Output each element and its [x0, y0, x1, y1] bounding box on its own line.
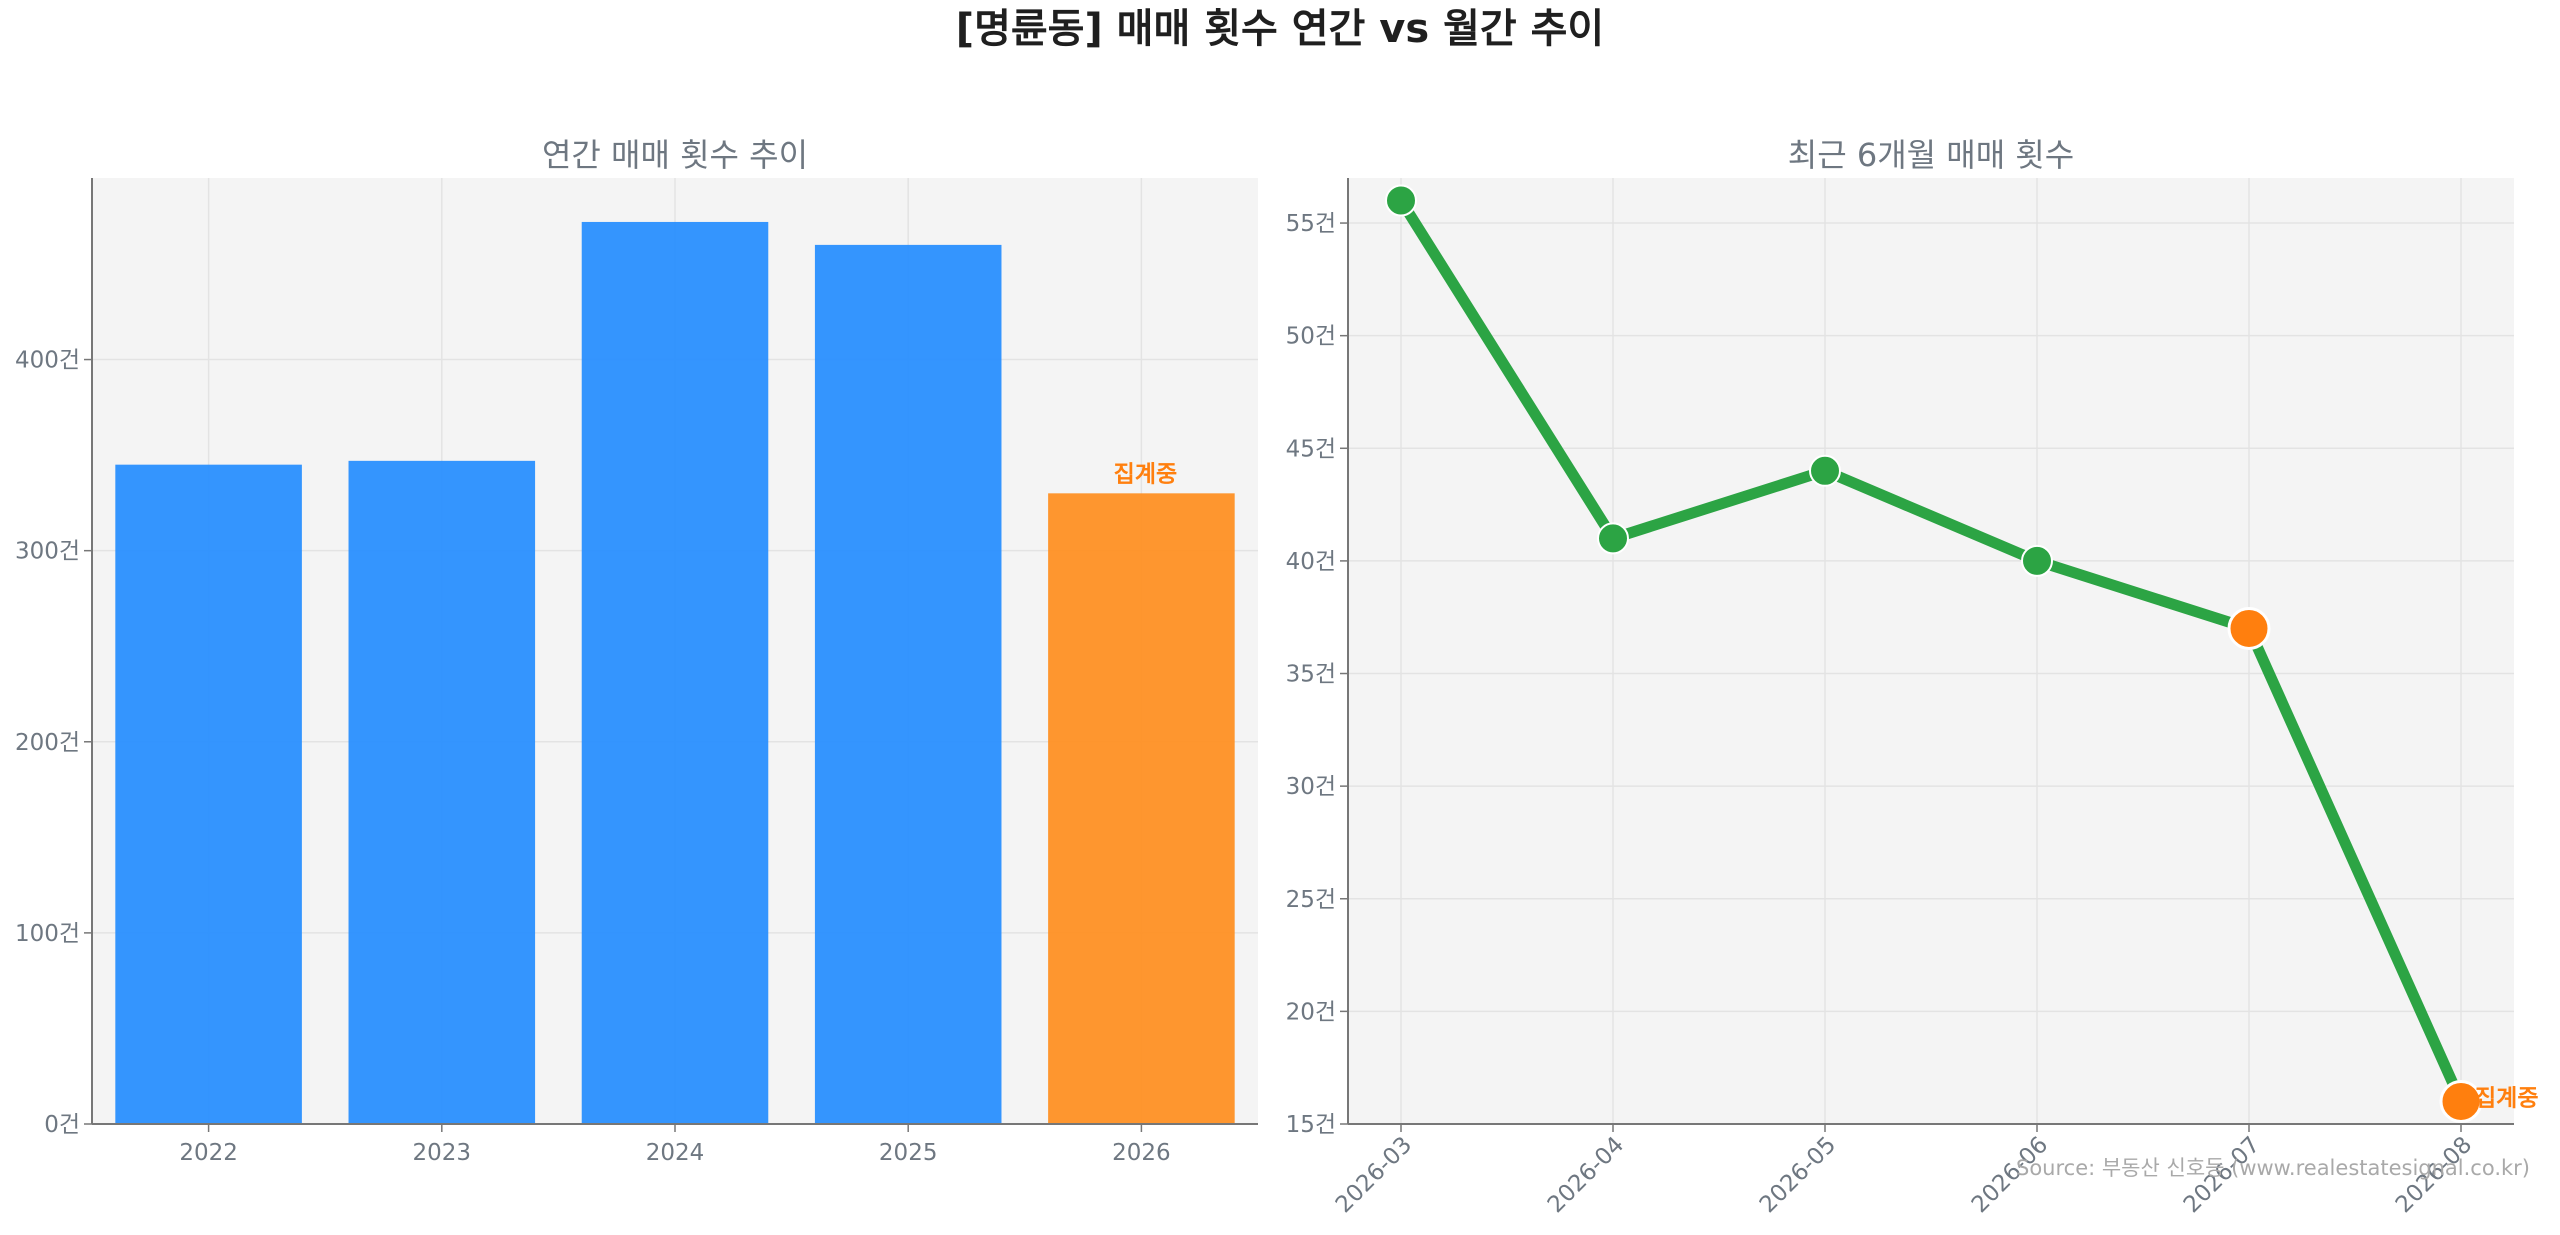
line-point — [2021, 544, 2053, 577]
figure-title: [명륜동] 매매 횟수 연간 vs 월간 추이 — [956, 6, 1604, 52]
bar-x-tick-label: 2025 — [879, 1140, 938, 1166]
line-y-tick-label: 25건 — [1286, 887, 1336, 913]
line-y-tick-label: 15건 — [1286, 1112, 1336, 1138]
line-x-tick-label: 2026-04 — [1543, 1132, 1629, 1218]
bar-y-tick-label: 200건 — [15, 730, 80, 756]
bar-2022 — [115, 464, 302, 1125]
line-x-tick-label: 2026-05 — [1755, 1132, 1841, 1218]
monthly-sales-line — [1395, 195, 2467, 1107]
line-point-highlight — [2439, 1079, 2483, 1123]
line-y-tick-label: 45건 — [1286, 436, 1336, 462]
bar-x-tick-label: 2026 — [1112, 1140, 1171, 1166]
bar-2025 — [814, 244, 1002, 1124]
bar-2026-partial — [1048, 493, 1235, 1124]
bar-x-tick-label: 2024 — [646, 1140, 705, 1166]
line-point — [1385, 184, 1417, 217]
line-point — [1809, 454, 1841, 487]
bar-partial-annotation: 집계중 — [1114, 461, 1177, 487]
bar-chart-title: 연간 매매 횟수 추이 — [542, 136, 808, 174]
line-y-tick-label: 55건 — [1286, 211, 1336, 237]
line-point — [1597, 522, 1629, 555]
line-plot-area — [1348, 178, 2514, 1124]
line-y-tick-label: 35건 — [1286, 662, 1336, 688]
bar-x-tick-label: 2022 — [179, 1140, 238, 1166]
bar-y-tick-label: 400건 — [15, 348, 80, 374]
line-point-highlight — [2227, 606, 2271, 650]
source-note: Source: 부동산 신호등 (www.realestatesignal.co… — [2016, 1156, 2530, 1180]
bar-y-tick-label: 300건 — [15, 539, 80, 565]
bar-2023 — [348, 460, 536, 1124]
line-y-tick-label: 30건 — [1286, 774, 1336, 800]
line-chart-title: 최근 6개월 매매 횟수 — [1788, 136, 2074, 174]
bar-2024 — [581, 221, 769, 1124]
line-chart-panel: 15건 20건 25건 30건 35건 40건 45건 50건 55건 2026-03 2026-0… — [1286, 136, 2539, 1218]
line-y-tick-label: 40건 — [1286, 549, 1336, 575]
line-y-tick-label: 50건 — [1286, 324, 1336, 350]
line-x-tick-label: 2026-03 — [1331, 1132, 1417, 1218]
bar-x-tick-label: 2023 — [413, 1140, 472, 1166]
bar-y-tick-label: 100건 — [15, 921, 80, 947]
bar-y-tick-label: 0건 — [44, 1112, 80, 1138]
line-y-tick-label: 20건 — [1286, 999, 1336, 1025]
bar-chart-panel: 0건 100건 200건 300건 400건 2022 2023 2024 2025 2026 집계… — [15, 136, 1258, 1166]
line-partial-annotation: 집계중 — [2475, 1085, 2538, 1111]
